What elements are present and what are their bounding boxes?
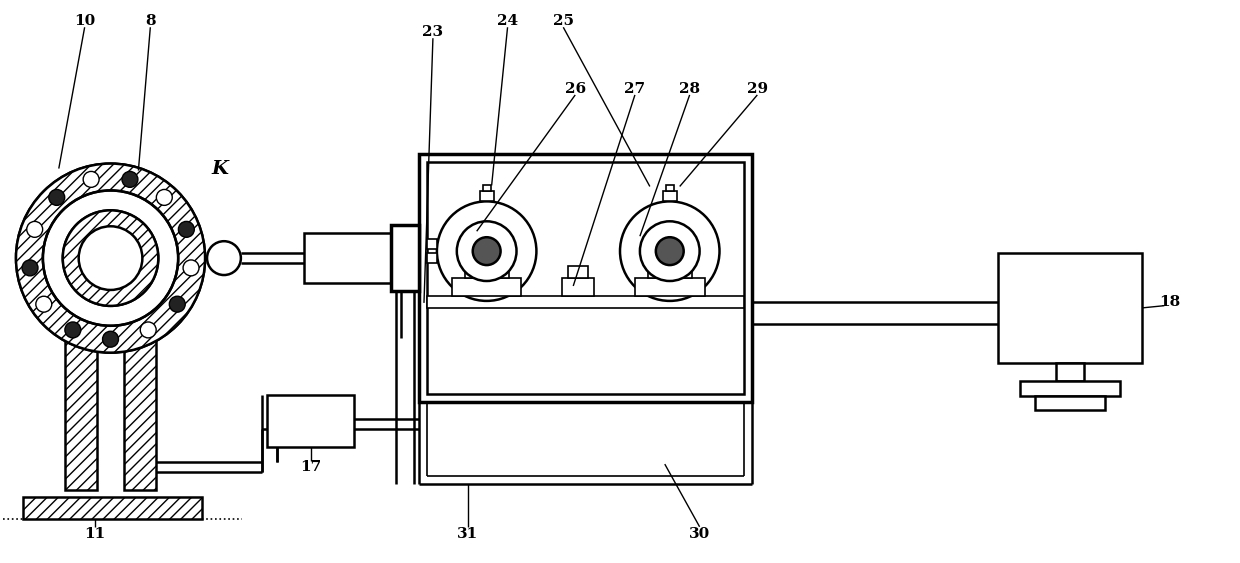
Bar [427,296,744,308]
Circle shape [64,322,81,338]
Bar [451,278,522,296]
Circle shape [22,260,38,276]
Bar [1035,396,1105,410]
Bar [647,268,692,278]
Circle shape [16,164,205,352]
Circle shape [170,296,185,312]
Bar [998,253,1142,363]
Bar [568,266,588,278]
Circle shape [640,221,699,281]
Bar [124,326,156,490]
Text: 29: 29 [746,82,768,96]
Bar [267,395,355,447]
Bar [427,239,436,249]
Bar [55,301,166,326]
Text: K: K [212,159,228,177]
Text: 26: 26 [564,82,585,96]
Circle shape [83,171,99,187]
Circle shape [179,221,195,238]
Bar [465,268,508,278]
Bar [480,191,494,202]
Text: 24: 24 [497,14,518,28]
Circle shape [43,190,179,326]
Text: 31: 31 [458,527,479,540]
Bar [635,278,704,296]
Circle shape [36,296,52,312]
Circle shape [456,221,517,281]
Circle shape [436,202,537,301]
Bar [391,225,419,291]
Circle shape [27,221,42,238]
Circle shape [156,190,172,205]
Bar [663,191,677,202]
Text: 17: 17 [300,460,321,474]
Text: 23: 23 [423,25,444,39]
Bar [419,154,753,403]
Text: 27: 27 [625,82,646,96]
Circle shape [122,171,138,187]
Text: 28: 28 [680,82,701,96]
Bar [24,497,202,519]
Bar [1021,381,1120,396]
Circle shape [78,226,143,290]
Circle shape [63,211,159,306]
Bar [427,253,436,263]
Text: 18: 18 [1159,296,1180,310]
Circle shape [103,331,119,347]
Circle shape [620,202,719,301]
Text: 25: 25 [553,14,574,28]
Circle shape [140,322,156,338]
Bar [666,185,673,191]
Circle shape [63,211,159,306]
Circle shape [207,241,241,275]
Circle shape [184,260,198,276]
Bar [304,233,391,283]
Text: 8: 8 [145,14,156,28]
Bar [482,185,491,191]
Text: 10: 10 [74,14,95,28]
Text: 30: 30 [689,527,711,540]
Text: 11: 11 [84,527,105,540]
Bar [562,278,594,296]
Bar [64,326,97,490]
Bar [427,162,744,395]
Circle shape [16,164,205,352]
Circle shape [656,237,683,265]
Bar [1055,363,1084,381]
Circle shape [48,190,64,205]
Circle shape [472,237,501,265]
